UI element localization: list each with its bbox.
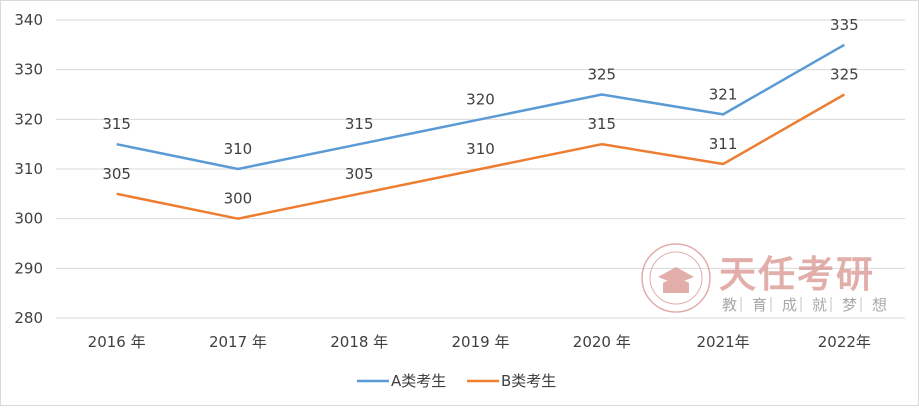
data-label: 325 [830,66,859,84]
y-tick-label: 320 [14,110,43,128]
data-label: 320 [466,90,495,108]
data-label: 325 [587,66,616,84]
data-label: 311 [709,135,738,153]
legend-label: B类考生 [501,372,556,390]
data-label: 315 [587,115,616,133]
x-tick-label: 2019 年 [452,333,510,351]
watermark-slogan-char: 育 [752,296,767,314]
data-labels: 315 310 315 320 325 321 335 305 300 305 310 315 311 3… [102,16,858,208]
data-label: 321 [709,85,738,103]
watermark-logo: 天任考研 教育成就梦想 [641,243,887,314]
watermark-slogan-char: 梦 [842,296,857,314]
watermark-slogan-char: 就 [812,296,827,314]
series-line-a [116,43,845,171]
y-tick-label: 290 [14,259,43,277]
x-tick-label: 2017 年 [209,333,267,351]
x-tick-label: 2018 年 [330,333,388,351]
watermark-slogan: 教育成就梦想 [722,296,887,314]
watermark-slogan-char: 想 [872,296,887,314]
watermark-slogan-char: 成 [782,296,797,314]
data-label: 310 [224,140,253,158]
y-tick-label: 340 [14,11,43,29]
legend: A类考生 B类考生 [357,372,556,390]
x-tick-label: 2021年 [696,333,749,351]
data-label: 300 [224,190,253,208]
y-axis-ticks: 280 290 300 310 320 330 340 [14,11,43,327]
watermark-brand: 天任考研 [719,253,875,296]
data-label: 315 [345,115,374,133]
y-tick-label: 310 [14,160,43,178]
y-tick-label: 300 [14,210,43,228]
x-tick-label: 2022年 [818,333,871,351]
data-label: 315 [102,115,131,133]
y-tick-label: 330 [14,61,43,79]
series-line-b [116,93,845,220]
legend-label: A类考生 [391,372,446,390]
x-tick-label: 2020 年 [573,333,631,351]
data-label: 305 [345,165,374,183]
x-tick-label: 2016 年 [88,333,146,351]
x-axis-ticks: 2016 年 2017 年 2018 年 2019 年 2020 年 2021年 2022年 [88,333,871,351]
series-lines [116,43,845,220]
watermark-slogan-char: 教 [722,296,737,314]
data-label: 335 [830,16,859,34]
data-label: 305 [102,165,131,183]
y-tick-label: 280 [14,309,43,327]
data-label: 310 [466,140,495,158]
